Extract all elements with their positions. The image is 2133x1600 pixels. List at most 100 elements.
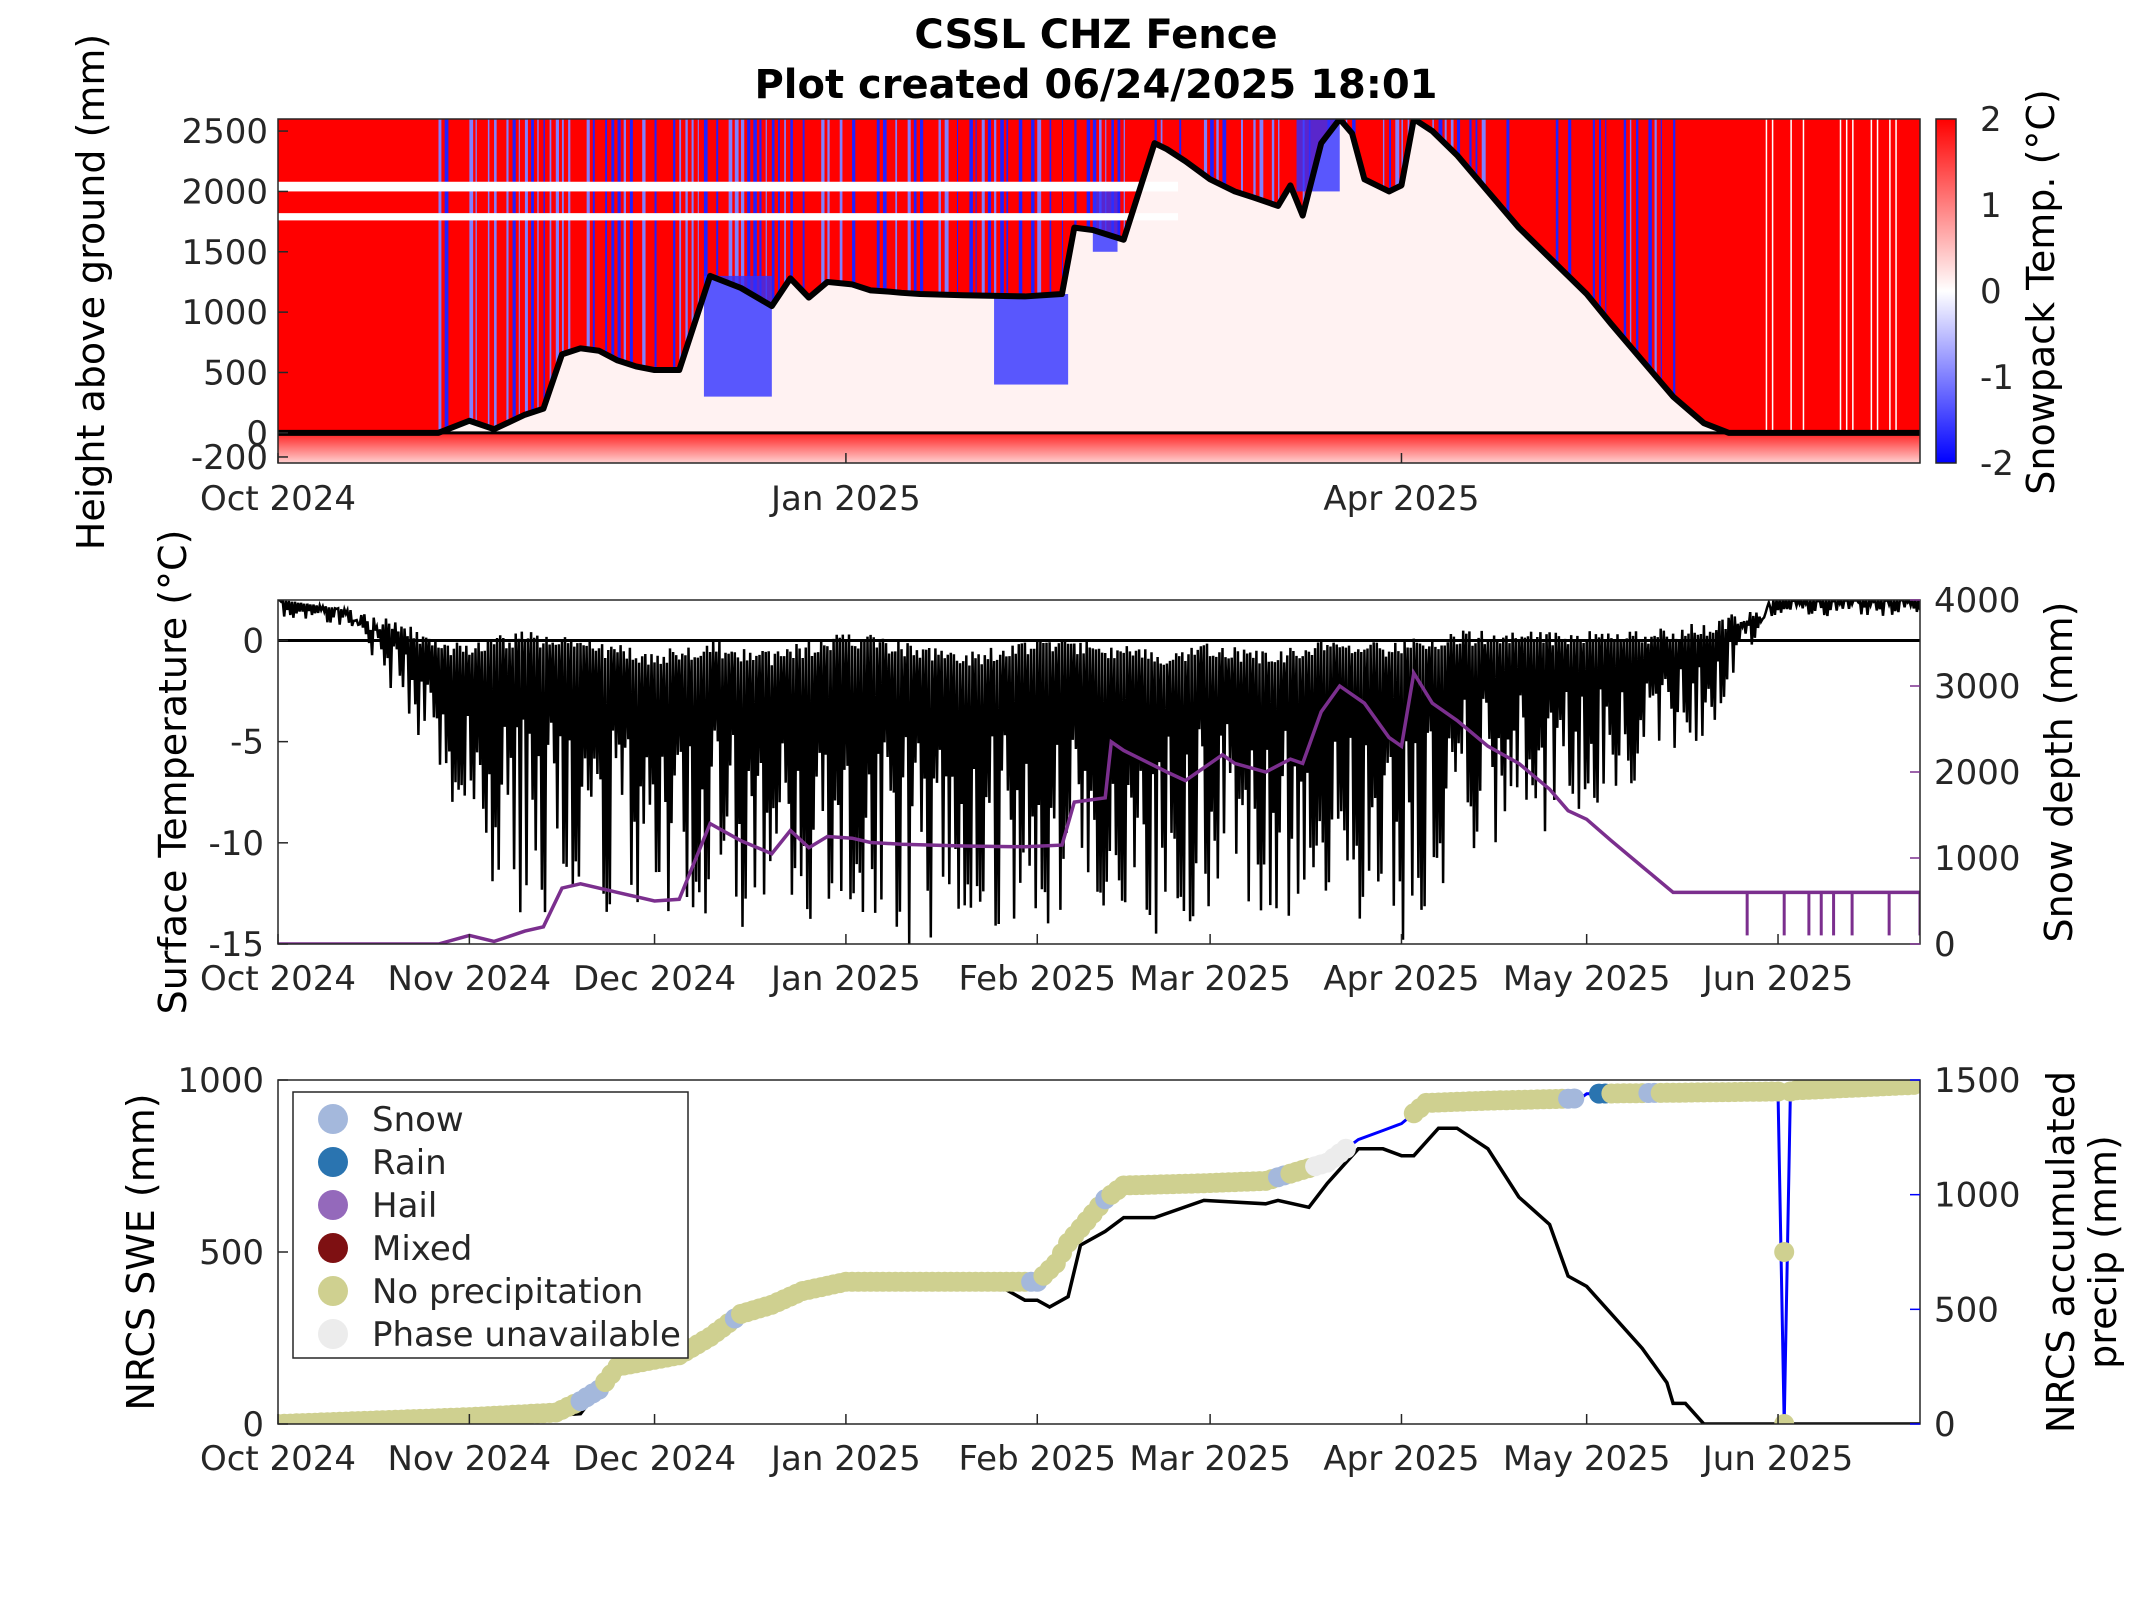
surface-temperature-line xyxy=(278,600,1920,944)
precip-y-tick-label: 1000 xyxy=(1934,1176,2021,1216)
figure-title: CSSL CHZ Fence xyxy=(914,12,1277,58)
legend-box xyxy=(292,1091,689,1359)
heatmap-cold-column xyxy=(679,119,682,371)
heatmap-cold-column xyxy=(1117,119,1121,238)
heatmap-cold-column xyxy=(1636,119,1639,354)
heatmap-cold-column xyxy=(568,119,571,353)
heatmap-cold-column xyxy=(716,119,719,279)
heatmap-cold-column xyxy=(895,119,898,293)
heatmap-cold-column xyxy=(771,119,775,307)
phase-point-unavailable xyxy=(1335,1138,1356,1159)
heatmap-cold-column xyxy=(1352,119,1356,134)
heatmap-cold-column xyxy=(673,119,676,371)
temperature-y-tick-label: -5 xyxy=(230,723,264,763)
temperature-y-tick-label: -10 xyxy=(208,824,264,864)
heatmap-snowpack-body xyxy=(278,119,1920,433)
heatmap-cold-column xyxy=(944,119,949,295)
colorbar-label: Snowpack Temp. (°C) xyxy=(2019,89,2063,495)
heatmap-cold-column xyxy=(852,119,856,285)
heatmap-cold-column xyxy=(1074,119,1077,228)
heatmap-cold-pocket xyxy=(994,294,1069,385)
swe-x-tick-label: Jun 2025 xyxy=(1701,1439,1853,1479)
temperature-x-tick-label: Mar 2025 xyxy=(1129,959,1290,999)
heatmap-cold-column xyxy=(1605,119,1607,317)
heatmap-cold-column xyxy=(765,119,767,303)
heatmap-y-axis-label: Height above ground (mm) xyxy=(69,34,113,551)
heatmap-cold-column xyxy=(561,119,564,355)
swe-x-tick-label: May 2025 xyxy=(1503,1439,1671,1479)
heatmap-cold-column xyxy=(994,119,997,296)
heatmap-x-tick-label: Jan 2025 xyxy=(769,479,921,519)
heatmap-cold-column xyxy=(778,119,780,297)
heatmap-cold-column xyxy=(1154,119,1157,144)
temperature-x-tick-label: Jun 2025 xyxy=(1701,959,1853,999)
temperature-x-tick-label: Feb 2025 xyxy=(958,959,1116,999)
heatmap-cold-column xyxy=(617,119,621,361)
heatmap-cold-column xyxy=(734,119,739,286)
heatmap-cold-column xyxy=(1592,119,1595,302)
heatmap-cold-column xyxy=(1629,119,1632,346)
heatmap-cold-column xyxy=(1086,119,1091,230)
heatmap-cold-column xyxy=(537,119,539,411)
heatmap-y-tick-label: 1500 xyxy=(181,233,268,273)
heatmap-sensor-gap xyxy=(278,181,1178,192)
heatmap-cold-column xyxy=(1240,119,1243,194)
heatmap-white-column xyxy=(1870,119,1873,433)
legend-marker-mixed xyxy=(318,1233,348,1263)
heatmap-cold-column xyxy=(524,119,528,415)
colorbar-tick-label: 0 xyxy=(1980,272,2002,312)
heatmap-cold-column xyxy=(1389,119,1392,192)
heatmap-cold-column xyxy=(1253,119,1256,198)
heatmap-cold-pocket xyxy=(703,275,772,397)
heatmap-cold-column xyxy=(1438,119,1443,138)
heatmap-cold-column xyxy=(957,119,959,296)
heatmap-cold-column xyxy=(1382,119,1385,189)
heatmap-cold-column xyxy=(703,119,708,295)
heatmap-cold-column xyxy=(494,119,497,430)
heatmap-cold-column xyxy=(876,119,880,291)
colorbar-tick-label: 2 xyxy=(1980,100,2002,140)
heatmap-cold-column xyxy=(1599,119,1602,310)
legend-marker-rain xyxy=(318,1147,348,1177)
heatmap-cold-column xyxy=(913,119,917,294)
heatmap-cold-column xyxy=(1450,119,1454,150)
heatmap-cold-column xyxy=(487,119,490,428)
heatmap-cold-column xyxy=(642,119,646,368)
legend-marker-snow xyxy=(318,1104,348,1134)
heatmap-y-tick-label: 500 xyxy=(203,353,268,393)
heatmap-cold-column xyxy=(1506,119,1510,214)
heatmap-white-column xyxy=(1802,119,1805,433)
heatmap-cold-column xyxy=(907,119,911,294)
heatmap-cold-column xyxy=(1673,119,1676,397)
heatmap-cold-column xyxy=(1395,119,1400,189)
precip-y-tick-label: 500 xyxy=(1934,1290,1999,1330)
heatmap-cold-column xyxy=(802,119,805,292)
temperature-y-tick-label: 0 xyxy=(242,621,264,661)
heatmap-cold-column xyxy=(1061,119,1063,295)
colorbar-tick-label: -1 xyxy=(1980,358,2014,398)
snow-depth-y-tick-label: 3000 xyxy=(1934,667,2021,707)
heatmap-cold-column xyxy=(1481,119,1486,185)
heatmap-cold-column xyxy=(1623,119,1627,339)
heatmap-cold-column xyxy=(827,119,830,282)
swe-x-tick-label: Oct 2024 xyxy=(200,1439,356,1479)
precip-y-axis-label-line1: NRCS accumulated xyxy=(2039,1071,2083,1433)
heatmap-cold-column xyxy=(839,119,843,284)
heatmap-y-tick-label: 2000 xyxy=(181,172,268,212)
heatmap-cold-column xyxy=(518,119,520,418)
heatmap-cold-column xyxy=(975,119,977,296)
heatmap-cold-column xyxy=(1216,119,1219,183)
heatmap-y-tick-label: 1000 xyxy=(181,293,268,333)
heatmap-cold-column xyxy=(531,119,534,413)
heatmap-cold-column xyxy=(981,119,985,296)
heatmap-white-column xyxy=(1895,119,1897,433)
heatmap-cold-column xyxy=(919,119,924,295)
temperature-x-tick-label: Oct 2024 xyxy=(200,959,356,999)
heatmap-cold-column xyxy=(469,119,474,421)
heatmap-cold-column xyxy=(1111,119,1114,236)
heatmap-cold-pocket xyxy=(1092,191,1118,252)
heatmap-cold-column xyxy=(1271,119,1275,204)
